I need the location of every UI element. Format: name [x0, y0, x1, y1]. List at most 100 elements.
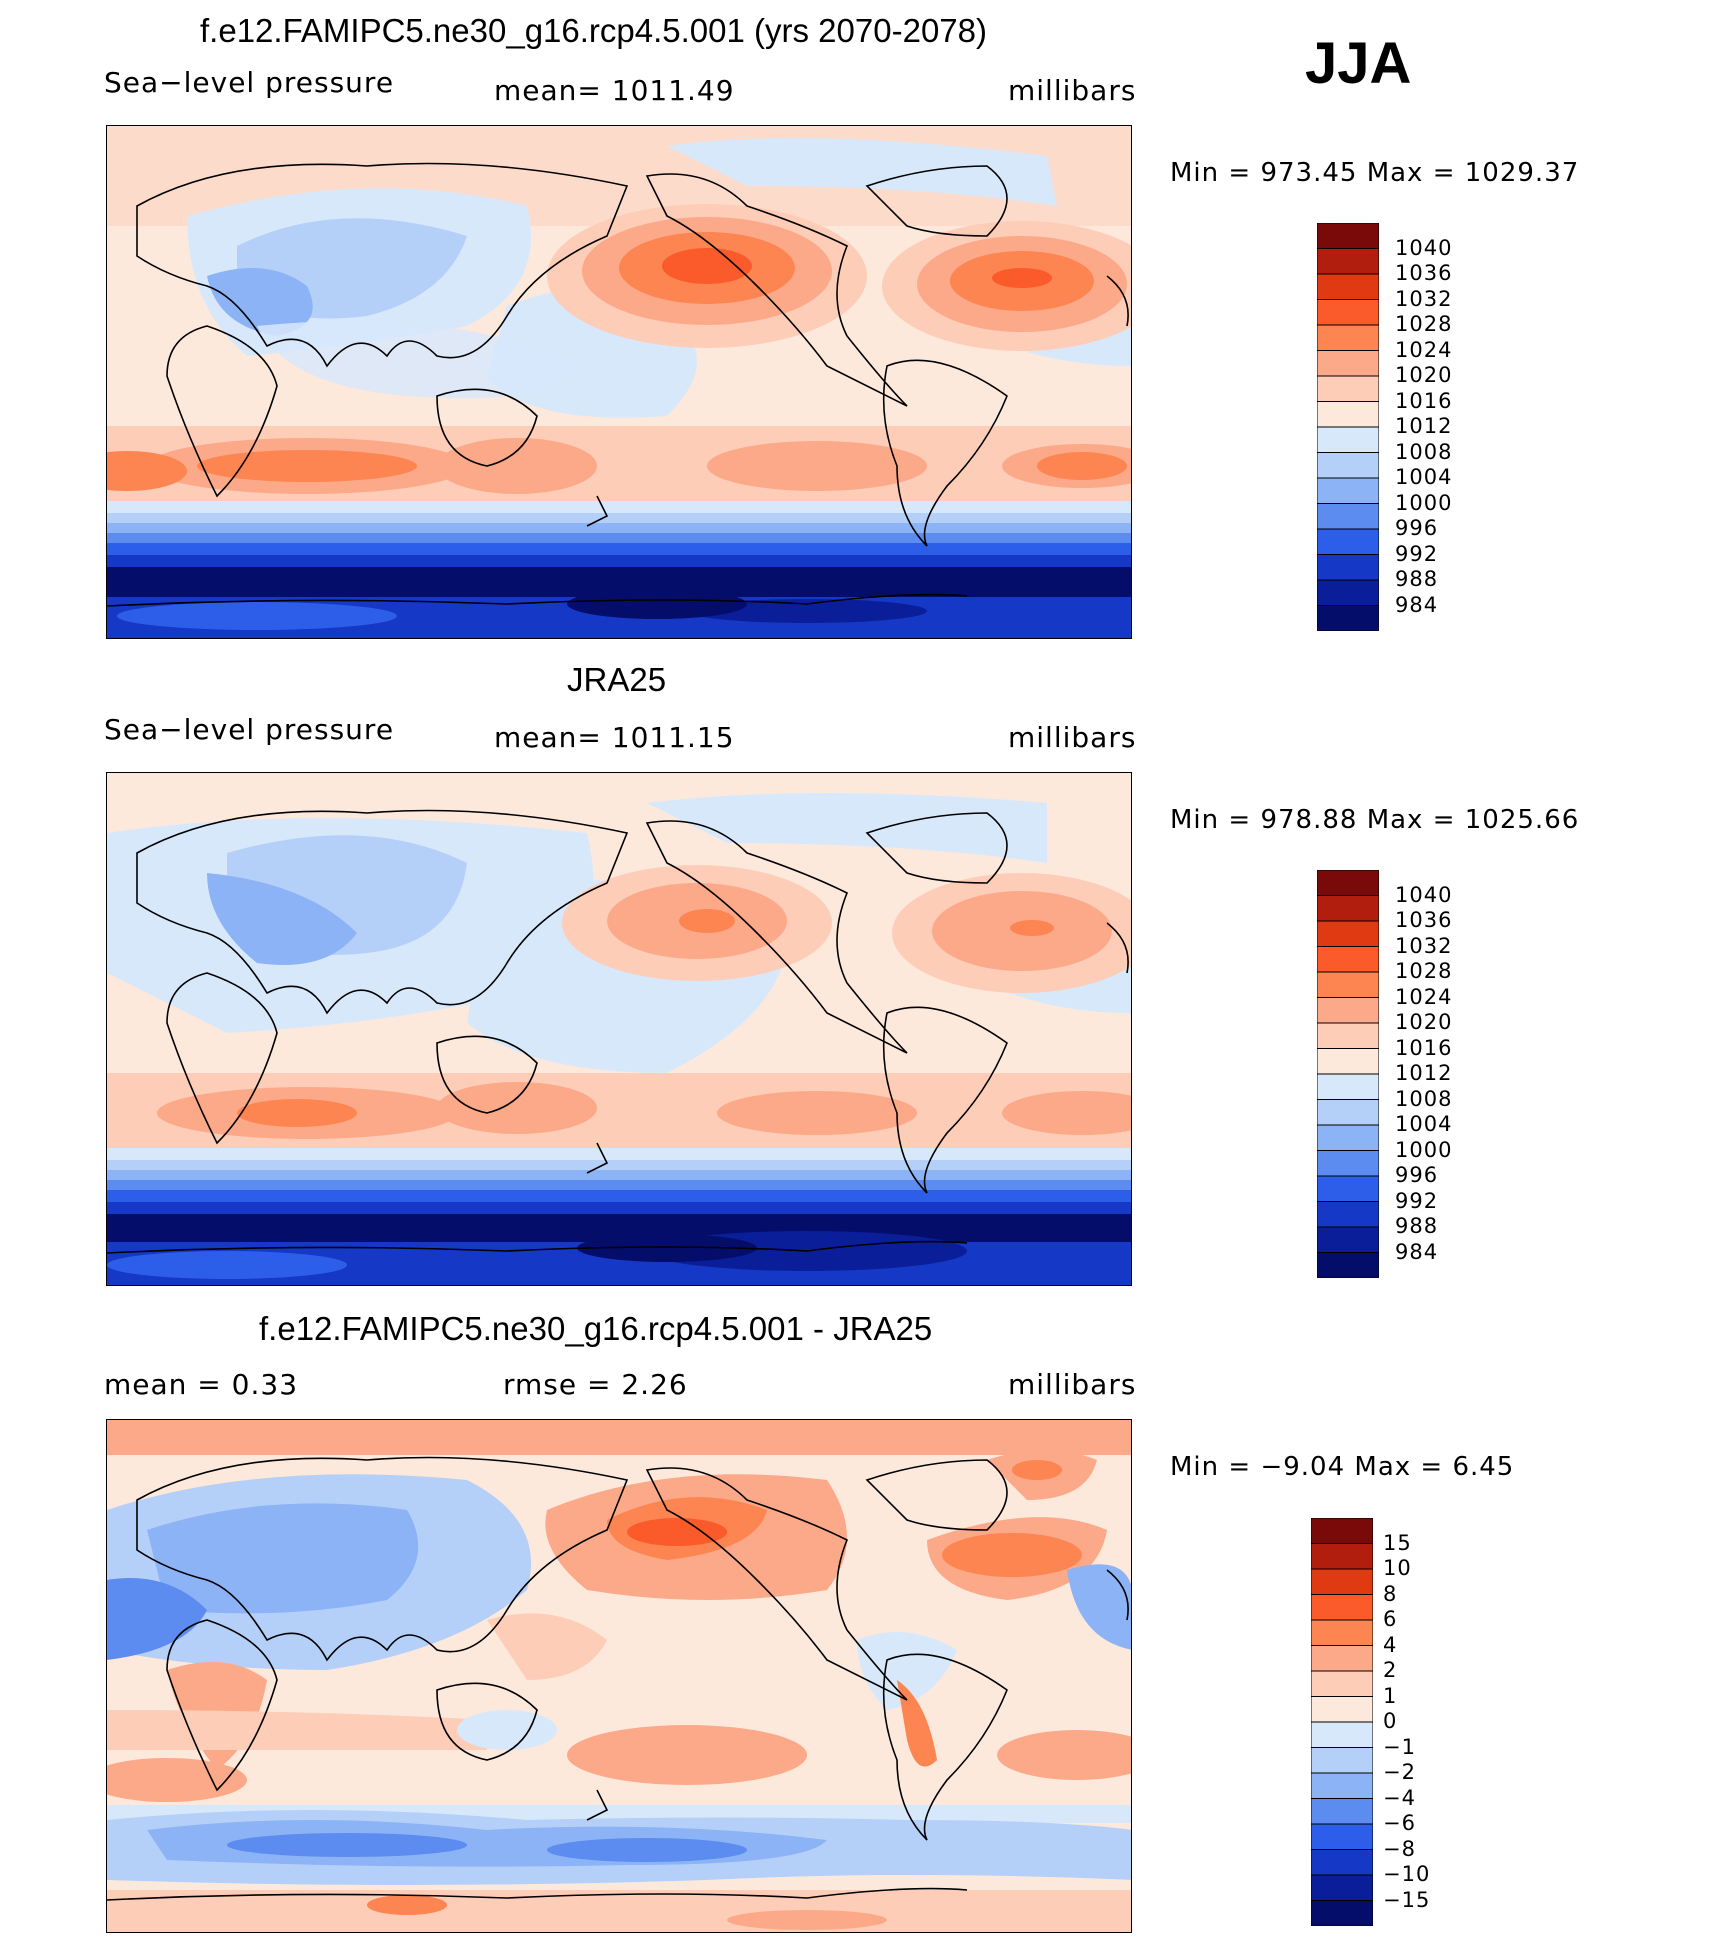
- colorbar-tick-label: 988: [1395, 1214, 1439, 1238]
- panel3-units-label: millibars: [1008, 1368, 1137, 1401]
- panel1-title: f.e12.FAMIPC5.ne30_g16.rcp4.5.001 (yrs 2…: [200, 12, 987, 49]
- colorbar-swatch: [1310, 1568, 1374, 1595]
- colorbar-swatch: [1310, 1721, 1374, 1748]
- colorbar-tick-label: 996: [1395, 1163, 1439, 1187]
- colorbar-tick-label: 15: [1383, 1530, 1412, 1555]
- colorbar-swatch: [1316, 350, 1380, 377]
- colorbar-swatch: [1316, 1150, 1380, 1177]
- colorbar-tick-label: −4: [1383, 1785, 1416, 1810]
- panel2-minmax: Min = 978.88 Max = 1025.66: [1170, 805, 1580, 835]
- colorbar-swatch: [1316, 401, 1380, 428]
- colorbar-swatch: [1316, 426, 1380, 453]
- panel1-mean-label: mean= 1011.49: [494, 74, 735, 107]
- colorbar-swatch: [1316, 273, 1380, 300]
- colorbar-swatch: [1316, 1201, 1380, 1228]
- colorbar-tick-label: 2: [1383, 1658, 1398, 1682]
- colorbar-tick-label: 1032: [1395, 286, 1453, 311]
- panel3-title: f.e12.FAMIPC5.ne30_g16.rcp4.5.001 - JRA2…: [259, 1310, 933, 1347]
- panel2-colorbar: 1040 1036 1032 1028 1024 1020 1016 1012 1008 1004…: [1316, 869, 1451, 1282]
- colorbar-tick-label: 996: [1395, 516, 1439, 540]
- colorbar-swatch: [1316, 1073, 1380, 1100]
- colorbar-tick-label: 1028: [1395, 312, 1453, 336]
- colorbar-tick-label: 984: [1395, 1239, 1439, 1264]
- colorbar-swatch: [1316, 299, 1380, 326]
- colorbar-swatch: [1316, 997, 1380, 1024]
- panel2-map: [106, 772, 1132, 1286]
- colorbar-tick-label: 1028: [1395, 959, 1453, 983]
- colorbar-swatch: [1316, 869, 1380, 896]
- colorbar-swatch: [1316, 1022, 1380, 1049]
- colorbar-tick-label: 988: [1395, 567, 1439, 591]
- colorbar-swatch: [1316, 477, 1380, 504]
- colorbar-swatch: [1310, 1772, 1374, 1799]
- colorbar-tick-label: 1000: [1395, 490, 1453, 515]
- colorbar-swatch: [1316, 528, 1380, 555]
- colorbar-swatch: [1310, 1543, 1374, 1570]
- panel2-colorbar-swatches: [1316, 869, 1380, 1279]
- colorbar-swatch: [1310, 1874, 1374, 1901]
- colorbar-swatch: [1316, 554, 1380, 581]
- colorbar-tick-label: −2: [1383, 1760, 1416, 1784]
- colorbar-tick-label: 1: [1383, 1683, 1398, 1708]
- colorbar-tick-label: 1040: [1395, 235, 1453, 260]
- colorbar-swatch: [1310, 1517, 1374, 1544]
- colorbar-swatch: [1310, 1670, 1374, 1697]
- colorbar-swatch: [1316, 1175, 1380, 1202]
- colorbar-swatch: [1310, 1645, 1374, 1672]
- colorbar-tick-label: 1040: [1395, 882, 1453, 907]
- panel1-minmax: Min = 973.45 Max = 1029.37: [1170, 158, 1580, 188]
- colorbar-tick-label: 1004: [1395, 1112, 1453, 1136]
- season-label: JJA: [1305, 31, 1412, 96]
- colorbar-swatch: [1310, 1849, 1374, 1876]
- colorbar-tick-label: 1032: [1395, 933, 1453, 958]
- colorbar-swatch: [1316, 605, 1380, 632]
- colorbar-tick-label: 1020: [1395, 1010, 1453, 1034]
- panel1-variable-label: Sea−level pressure: [104, 66, 395, 99]
- colorbar-tick-label: 1020: [1395, 363, 1453, 387]
- colorbar-swatch: [1316, 579, 1380, 606]
- panel2-mean-label: mean= 1011.15: [494, 721, 735, 754]
- panel3-map: [106, 1419, 1132, 1933]
- colorbar-swatch: [1310, 1823, 1374, 1850]
- colorbar-tick-label: −6: [1383, 1811, 1416, 1835]
- colorbar-swatch: [1316, 324, 1380, 351]
- panel3-colorbar: 15 10 8 6 4 2 1 0 −1 −2 −4 −6 −8 −10 −15: [1310, 1517, 1429, 1930]
- panel2-units-label: millibars: [1008, 721, 1137, 754]
- colorbar-tick-label: 4: [1383, 1632, 1398, 1657]
- colorbar-swatch: [1310, 1798, 1374, 1825]
- colorbar-tick-label: 992: [1395, 541, 1439, 566]
- colorbar-tick-label: 6: [1383, 1607, 1398, 1631]
- panel1-map: [106, 125, 1132, 639]
- panel3-mean-label: mean = 0.33: [104, 1368, 299, 1401]
- colorbar-swatch: [1316, 971, 1380, 998]
- colorbar-tick-label: −10: [1383, 1862, 1431, 1886]
- colorbar-swatch: [1316, 895, 1380, 922]
- colorbar-swatch: [1316, 222, 1380, 249]
- colorbar-swatch: [1316, 452, 1380, 479]
- colorbar-swatch: [1316, 946, 1380, 973]
- colorbar-swatch: [1310, 1900, 1374, 1927]
- colorbar-swatch: [1316, 1252, 1380, 1279]
- colorbar-tick-label: 1000: [1395, 1137, 1453, 1162]
- colorbar-swatch: [1316, 1124, 1380, 1151]
- panel3-colorbar-swatches: [1310, 1517, 1374, 1927]
- colorbar-tick-label: 1016: [1395, 1035, 1453, 1060]
- colorbar-tick-label: −1: [1383, 1734, 1416, 1759]
- colorbar-swatch: [1316, 1226, 1380, 1253]
- colorbar-swatch: [1316, 248, 1380, 275]
- colorbar-tick-label: 8: [1383, 1581, 1398, 1606]
- colorbar-tick-label: 1012: [1395, 414, 1453, 438]
- colorbar-swatch: [1310, 1594, 1374, 1621]
- colorbar-tick-label: 10: [1383, 1556, 1412, 1580]
- colorbar-tick-label: 1036: [1395, 261, 1453, 285]
- colorbar-tick-label: 1016: [1395, 388, 1453, 413]
- colorbar-tick-label: 1008: [1395, 1086, 1453, 1111]
- colorbar-tick-label: 992: [1395, 1188, 1439, 1213]
- colorbar-tick-label: −8: [1383, 1836, 1416, 1861]
- colorbar-tick-label: 1004: [1395, 465, 1453, 489]
- colorbar-tick-label: 1024: [1395, 337, 1453, 362]
- colorbar-swatch: [1316, 1099, 1380, 1126]
- colorbar-swatch: [1310, 1696, 1374, 1723]
- panel2-title: JRA25: [567, 661, 667, 698]
- panel2-variable-label: Sea−level pressure: [104, 713, 395, 746]
